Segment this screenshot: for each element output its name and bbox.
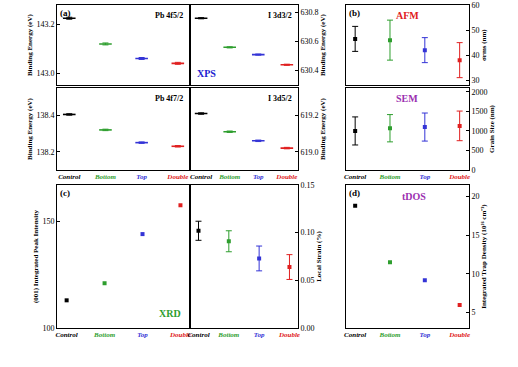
svg-text:138.4: 138.4 xyxy=(36,111,54,120)
svg-text:I 3d5/2: I 3d5/2 xyxy=(268,94,292,103)
svg-text:tDOS: tDOS xyxy=(402,191,426,202)
svg-text:630.4: 630.4 xyxy=(300,66,318,75)
svg-text:0.05: 0.05 xyxy=(300,276,314,285)
svg-text:10: 10 xyxy=(471,270,479,279)
svg-text:Bottom: Bottom xyxy=(94,173,117,181)
svg-text:(001) Integrated Peak Intensit: (001) Integrated Peak Intensity xyxy=(32,209,40,303)
svg-text:0.15: 0.15 xyxy=(300,181,314,190)
svg-text:Control: Control xyxy=(190,173,212,181)
svg-text:143.0: 143.0 xyxy=(36,69,54,78)
svg-text:60: 60 xyxy=(471,1,479,10)
svg-text:Control: Control xyxy=(56,331,78,339)
svg-text:Double: Double xyxy=(275,173,297,181)
svg-text:Pb 4f7/2: Pb 4f7/2 xyxy=(155,94,183,103)
svg-text:619.2: 619.2 xyxy=(300,111,318,120)
svg-text:AFM: AFM xyxy=(396,10,419,21)
svg-text:150: 150 xyxy=(42,217,54,226)
svg-text:SEM: SEM xyxy=(396,93,418,104)
svg-text:Top: Top xyxy=(137,331,148,339)
svg-text:Control: Control xyxy=(344,173,366,181)
svg-text:1500: 1500 xyxy=(471,107,487,116)
svg-text:40: 40 xyxy=(471,51,479,60)
svg-text:I 3d3/2: I 3d3/2 xyxy=(268,11,292,20)
svg-text:20: 20 xyxy=(471,192,479,201)
svg-text:2000: 2000 xyxy=(471,88,487,97)
svg-text:Binding Energy (eV): Binding Energy (eV) xyxy=(26,97,34,160)
svg-text:(b): (b) xyxy=(349,8,360,18)
svg-text:0.00: 0.00 xyxy=(300,324,314,333)
svg-text:5: 5 xyxy=(471,308,475,317)
svg-text:Double: Double xyxy=(448,331,470,339)
svg-text:Integrated Trap Density (10¹⁶: Integrated Trap Density (10¹⁶ cm⁻³) xyxy=(480,204,488,309)
svg-text:Top: Top xyxy=(420,331,431,339)
svg-text:Double: Double xyxy=(278,331,300,339)
svg-text:Grain Size (nm): Grain Size (nm) xyxy=(488,104,496,152)
svg-text:Bottom: Bottom xyxy=(93,331,116,339)
svg-text:Bottom: Bottom xyxy=(378,173,401,181)
svg-text:Double: Double xyxy=(166,173,188,181)
svg-text:Bottom: Bottom xyxy=(217,331,240,339)
svg-text:Binding Energy (eV): Binding Energy (eV) xyxy=(319,14,327,77)
svg-text:143.2: 143.2 xyxy=(36,20,54,29)
svg-text:Control: Control xyxy=(344,331,366,339)
svg-text:15: 15 xyxy=(471,231,479,240)
svg-text:1000: 1000 xyxy=(471,127,487,136)
svg-text:500: 500 xyxy=(471,146,483,155)
svg-text:σrms (nm): σrms (nm) xyxy=(480,29,488,61)
svg-text:0: 0 xyxy=(471,166,475,175)
svg-text:Local Strain (%): Local Strain (%) xyxy=(315,231,323,282)
svg-text:(c): (c) xyxy=(60,188,70,198)
svg-text:Double: Double xyxy=(169,331,191,339)
svg-text:50: 50 xyxy=(471,26,479,35)
svg-text:(d): (d) xyxy=(349,188,360,198)
svg-text:Top: Top xyxy=(136,173,147,181)
svg-text:30: 30 xyxy=(471,76,479,85)
svg-text:Binding Energy (eV): Binding Energy (eV) xyxy=(319,97,327,160)
svg-text:Control: Control xyxy=(187,331,209,339)
svg-text:Double: Double xyxy=(448,173,470,181)
svg-text:XPS: XPS xyxy=(197,68,216,79)
svg-text:XRD: XRD xyxy=(159,308,181,319)
svg-text:Binding Energy (eV): Binding Energy (eV) xyxy=(26,14,34,77)
svg-text:138.2: 138.2 xyxy=(36,148,54,157)
svg-text:Top: Top xyxy=(253,173,264,181)
svg-text:100: 100 xyxy=(42,324,54,333)
svg-text:Bottom: Bottom xyxy=(378,331,401,339)
svg-text:Top: Top xyxy=(420,173,431,181)
svg-text:Control: Control xyxy=(58,173,80,181)
svg-text:Top: Top xyxy=(254,331,265,339)
svg-text:Bottom: Bottom xyxy=(218,173,241,181)
svg-text:630.8: 630.8 xyxy=(300,8,318,17)
svg-text:0.10: 0.10 xyxy=(300,228,314,237)
svg-text:(a): (a) xyxy=(60,8,71,18)
svg-text:Pb 4f5/2: Pb 4f5/2 xyxy=(155,11,183,20)
svg-text:630.6: 630.6 xyxy=(300,37,318,46)
svg-text:619.0: 619.0 xyxy=(300,148,318,157)
